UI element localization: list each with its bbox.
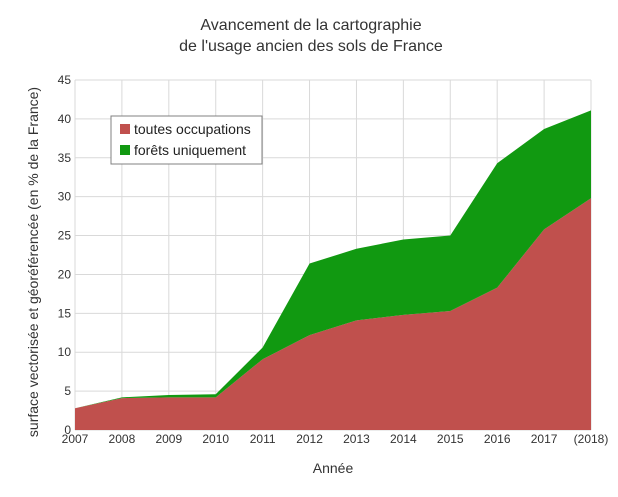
legend-label-toutes-occupations: toutes occupations	[134, 121, 251, 137]
x-tick-label: 2013	[343, 432, 370, 446]
x-tick-label: 2011	[250, 432, 276, 446]
legend-swatch-forets-uniquement	[120, 145, 130, 155]
x-tick-label: 2009	[155, 432, 182, 446]
chart-title: Avancement de la cartographie	[200, 17, 421, 34]
legend-box	[110, 115, 263, 165]
y-tick-label: 10	[58, 345, 72, 359]
legend: toutes occupations forêts uniquement	[110, 115, 263, 165]
x-axis-label: Année	[313, 460, 354, 476]
legend-swatch-toutes-occupations	[120, 124, 130, 134]
y-tick-label: 40	[58, 112, 72, 126]
y-tick-label: 25	[58, 229, 72, 243]
plot-areas	[75, 110, 591, 430]
x-tick-label: 2010	[202, 432, 229, 446]
x-tick-label: 2017	[531, 432, 558, 446]
x-tick-label: 2015	[437, 432, 464, 446]
x-tick-label: (2018)	[574, 432, 609, 446]
x-tick-label: 2014	[390, 432, 417, 446]
x-axis: 2007 2008 2009 2010 2011 2012 2013 2014 2015 2016…	[62, 432, 609, 446]
chart-subtitle: de l'usage ancien des sols de France	[179, 38, 443, 55]
y-tick-label: 45	[58, 73, 72, 87]
x-tick-label: 2007	[62, 432, 89, 446]
y-tick-label: 30	[58, 190, 72, 204]
y-axis-label: surface vectorisée et géoréférencée (en …	[25, 87, 41, 437]
y-tick-label: 15	[58, 306, 72, 320]
y-tick-label: 5	[64, 384, 71, 398]
y-tick-label: 35	[58, 151, 72, 165]
x-tick-label: 2012	[296, 432, 323, 446]
area-series-toutes-occupations	[75, 198, 591, 430]
y-tick-label: 0	[64, 423, 71, 437]
area-series-forets-uniquement	[75, 110, 591, 409]
y-tick-label: 20	[58, 267, 72, 281]
y-axis: 0 5 10 15 20 25 30 35 40 45	[58, 73, 72, 437]
x-tick-label: 2016	[484, 432, 511, 446]
x-tick-label: 2008	[109, 432, 136, 446]
legend-label-forets-uniquement: forêts uniquement	[134, 142, 246, 158]
